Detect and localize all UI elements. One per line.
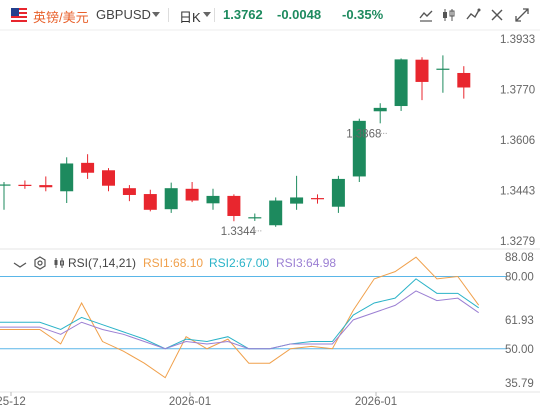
chart-header: 英镑/美元 GBPUSD 日K 1.3762 -0.0048 -0.35%: [0, 0, 540, 30]
price-change: -0.0048: [277, 7, 322, 22]
divider: [168, 8, 169, 22]
candle-body: [290, 197, 304, 204]
uk-flag-icon: [11, 8, 27, 22]
rsi-axis-tick: 61.93: [505, 315, 534, 327]
candle-body: [102, 170, 115, 186]
symbol-code[interactable]: GBPUSD: [96, 7, 151, 22]
price-axis-tick: 1.3933: [500, 34, 535, 46]
candle-body: [60, 163, 74, 192]
price-axis-tick: 1.3279: [500, 236, 535, 248]
rsi-series-line: [0, 290, 479, 350]
rsi-axis-tick: 50.00: [505, 344, 534, 356]
rsi3-label: RSI3:64.98: [276, 256, 337, 270]
low-price-label: 1.3868: [346, 128, 381, 140]
candle-body: [164, 188, 178, 210]
rsi-series-line: [0, 278, 479, 350]
candle-body: [185, 188, 199, 201]
candle-body: [373, 107, 387, 112]
expand-icon: [515, 8, 529, 22]
chart-type-button[interactable]: [463, 5, 483, 25]
tools-button[interactable]: [487, 5, 507, 25]
candle-body: [227, 195, 241, 216]
price-axis-tick: 1.3770: [500, 84, 535, 96]
candles-icon: [443, 9, 455, 21]
x-axis-tick-label: 2026-01: [355, 396, 397, 408]
candle-body: [122, 188, 136, 195]
candle-body: [206, 195, 220, 204]
draw-line-button[interactable]: [416, 5, 436, 25]
candle-body: [394, 59, 408, 107]
candle-body: [331, 178, 345, 207]
eye-icon[interactable]: [13, 256, 27, 270]
rsi2-label: RSI2:67.00: [209, 256, 270, 270]
candle-body: [143, 194, 157, 210]
x-axis-tick-label: 2026-01: [169, 396, 211, 408]
low-price-label: 1.3344: [221, 226, 257, 238]
candle-body: [81, 162, 95, 173]
candle-body: [18, 184, 32, 186]
rsi-axis-tick: 35.79: [505, 378, 534, 390]
price-axis-tick: 1.3443: [500, 185, 535, 197]
price-axis-tick: 1.3606: [500, 135, 535, 147]
candle-body: [311, 198, 324, 200]
symbol-name[interactable]: 英镑/美元: [33, 10, 89, 25]
period-dropdown-icon[interactable]: [203, 12, 211, 17]
divider: [214, 8, 215, 22]
indicator-list-icon[interactable]: [53, 256, 65, 270]
fullscreen-button[interactable]: [512, 5, 532, 25]
chart-type-icon: [466, 8, 481, 20]
gear-icon[interactable]: [33, 256, 47, 270]
candle-body: [352, 120, 366, 177]
rsi-series-line: [0, 256, 480, 379]
rsi-indicator-name[interactable]: RSI(7,14,21): [68, 256, 137, 270]
trend-line-icon: [419, 10, 433, 22]
candle-body: [269, 200, 283, 226]
rsi1-label: RSI1:68.10: [143, 256, 204, 270]
candle-body: [436, 68, 450, 70]
candle-body: [248, 217, 262, 219]
indicator-button[interactable]: [439, 5, 459, 25]
x-axis-tick-label: 25-12: [0, 396, 26, 408]
candle-body: [457, 72, 471, 88]
rsi-axis-tick: 88.08: [505, 252, 534, 264]
candle-body: [39, 185, 53, 188]
rsi-axis-tick: 80.00: [505, 271, 534, 283]
last-price: 1.3762: [223, 7, 263, 22]
symbol-dropdown-icon[interactable]: [152, 12, 160, 17]
tools-icon: [491, 9, 503, 21]
candle-body: [415, 59, 429, 82]
period-selector[interactable]: 日K: [179, 10, 201, 25]
price-change-percent: -0.35%: [342, 7, 384, 22]
candle-body: [0, 184, 11, 186]
